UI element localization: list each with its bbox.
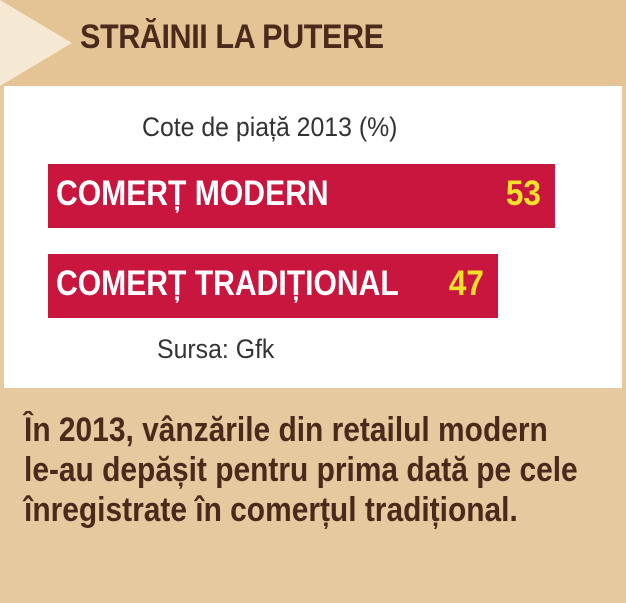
- chart-source: Sursa: Gfk: [157, 334, 275, 364]
- bar-value-label: 47: [448, 264, 484, 303]
- header-band: STRĂINII LA PUTERE: [0, 0, 626, 86]
- bar-value-label: 53: [505, 174, 541, 213]
- chart-title: Cote de piață 2013 (%): [142, 112, 398, 142]
- footnote-text: În 2013, vânzările din retailul modern l…: [24, 411, 578, 529]
- page-title: STRĂINII LA PUTERE: [80, 18, 384, 56]
- bar-label: COMERȚ TRADIȚIONAL: [56, 264, 399, 303]
- bar-label: COMERȚ MODERN: [56, 174, 329, 213]
- bar-comert-traditional: COMERȚ TRADIȚIONAL 47: [48, 254, 498, 318]
- header-flag-shape: [0, 0, 72, 86]
- chart-panel: Cote de piață 2013 (%) COMERȚ MODERN 53 …: [4, 86, 622, 388]
- bar-comert-modern: COMERȚ MODERN 53: [48, 164, 555, 228]
